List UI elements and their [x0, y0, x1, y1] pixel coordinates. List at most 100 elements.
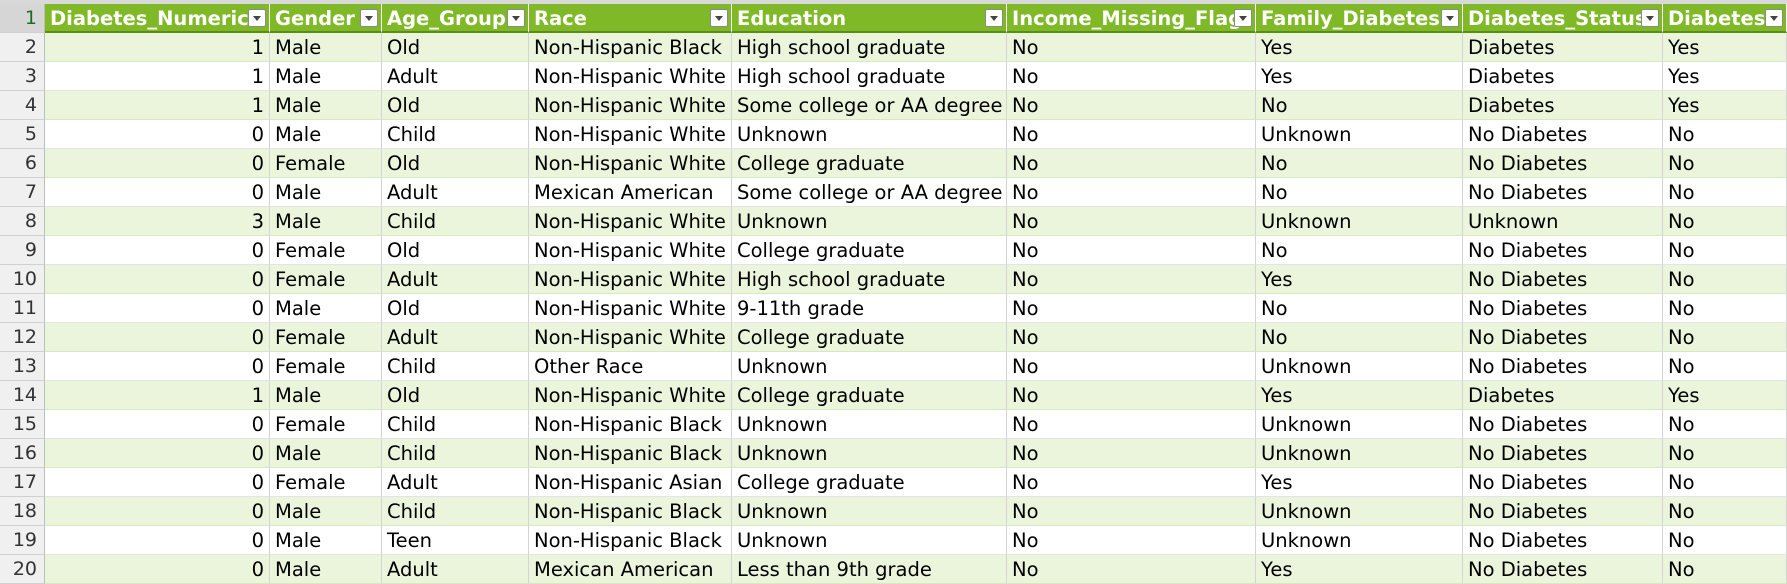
cell-diabetes-numeric[interactable]: 0 [45, 236, 270, 265]
cell-diabetes-numeric[interactable]: 1 [45, 381, 270, 410]
cell-income-missing-flag[interactable]: No [1007, 352, 1256, 381]
cell-gender[interactable]: Male [270, 178, 382, 207]
cell-diabetes-status[interactable]: No Diabetes [1463, 555, 1663, 584]
row-number[interactable]: 18 [0, 497, 45, 526]
column-header-diabetes-status[interactable]: Diabetes_Status [1463, 4, 1663, 33]
cell-family-diabetes[interactable]: No [1256, 178, 1463, 207]
cell-diabetes[interactable]: No [1663, 236, 1787, 265]
cell-race[interactable]: Non-Hispanic White [529, 91, 732, 120]
cell-age-group[interactable]: Child [382, 120, 529, 149]
cell-education[interactable]: Some college or AA degree [732, 91, 1007, 120]
cell-age-group[interactable]: Teen [382, 526, 529, 555]
cell-education[interactable]: Unknown [732, 207, 1007, 236]
cell-family-diabetes[interactable]: Unknown [1256, 439, 1463, 468]
cell-family-diabetes[interactable]: Yes [1256, 33, 1463, 62]
cell-education[interactable]: College graduate [732, 149, 1007, 178]
filter-dropdown-icon[interactable] [1441, 9, 1459, 27]
filter-dropdown-icon[interactable] [985, 9, 1003, 27]
cell-age-group[interactable]: Child [382, 352, 529, 381]
cell-diabetes-status[interactable]: No Diabetes [1463, 352, 1663, 381]
filter-dropdown-icon[interactable] [507, 9, 525, 27]
cell-family-diabetes[interactable]: Yes [1256, 265, 1463, 294]
cell-diabetes[interactable]: Yes [1663, 381, 1787, 410]
cell-race[interactable]: Non-Hispanic White [529, 207, 732, 236]
cell-race[interactable]: Non-Hispanic Black [529, 497, 732, 526]
cell-age-group[interactable]: Adult [382, 468, 529, 497]
cell-income-missing-flag[interactable]: No [1007, 439, 1256, 468]
cell-education[interactable]: College graduate [732, 236, 1007, 265]
cell-race[interactable]: Non-Hispanic Black [529, 410, 732, 439]
cell-diabetes-status[interactable]: No Diabetes [1463, 236, 1663, 265]
cell-gender[interactable]: Male [270, 439, 382, 468]
cell-race[interactable]: Non-Hispanic Asian [529, 468, 732, 497]
cell-race[interactable]: Mexican American [529, 555, 732, 584]
cell-income-missing-flag[interactable]: No [1007, 497, 1256, 526]
row-number[interactable]: 17 [0, 468, 45, 497]
filter-dropdown-icon[interactable] [710, 9, 728, 27]
cell-diabetes[interactable]: No [1663, 526, 1787, 555]
cell-education[interactable]: 9-11th grade [732, 294, 1007, 323]
row-number[interactable]: 13 [0, 352, 45, 381]
cell-age-group[interactable]: Old [382, 381, 529, 410]
cell-diabetes[interactable]: No [1663, 149, 1787, 178]
row-number[interactable]: 20 [0, 555, 45, 584]
column-header-income-missing-flag[interactable]: Income_Missing_Flag [1007, 4, 1256, 33]
cell-education[interactable]: College graduate [732, 323, 1007, 352]
cell-race[interactable]: Non-Hispanic White [529, 323, 732, 352]
cell-education[interactable]: Unknown [732, 120, 1007, 149]
filter-dropdown-icon[interactable] [1765, 9, 1783, 27]
cell-diabetes-status[interactable]: No Diabetes [1463, 178, 1663, 207]
cell-diabetes-status[interactable]: No Diabetes [1463, 265, 1663, 294]
cell-race[interactable]: Non-Hispanic White [529, 62, 732, 91]
cell-income-missing-flag[interactable]: No [1007, 91, 1256, 120]
row-number[interactable]: 4 [0, 91, 45, 120]
cell-diabetes[interactable]: No [1663, 207, 1787, 236]
cell-education[interactable]: Unknown [732, 410, 1007, 439]
cell-diabetes-status[interactable]: No Diabetes [1463, 410, 1663, 439]
row-number[interactable]: 15 [0, 410, 45, 439]
cell-diabetes-numeric[interactable]: 0 [45, 294, 270, 323]
cell-education[interactable]: Some college or AA degree [732, 178, 1007, 207]
cell-education[interactable]: College graduate [732, 468, 1007, 497]
cell-diabetes[interactable]: No [1663, 265, 1787, 294]
cell-age-group[interactable]: Child [382, 439, 529, 468]
cell-diabetes-status[interactable]: No Diabetes [1463, 323, 1663, 352]
cell-family-diabetes[interactable]: Unknown [1256, 207, 1463, 236]
cell-education[interactable]: High school graduate [732, 62, 1007, 91]
filter-dropdown-icon[interactable] [1234, 9, 1252, 27]
cell-gender[interactable]: Male [270, 555, 382, 584]
cell-race[interactable]: Non-Hispanic White [529, 294, 732, 323]
cell-family-diabetes[interactable]: No [1256, 236, 1463, 265]
cell-gender[interactable]: Male [270, 33, 382, 62]
column-header-diabetes[interactable]: Diabetes [1663, 4, 1787, 33]
cell-age-group[interactable]: Old [382, 91, 529, 120]
cell-gender[interactable]: Male [270, 526, 382, 555]
cell-diabetes[interactable]: No [1663, 323, 1787, 352]
cell-diabetes-status[interactable]: No Diabetes [1463, 439, 1663, 468]
cell-diabetes[interactable]: No [1663, 120, 1787, 149]
cell-family-diabetes[interactable]: No [1256, 323, 1463, 352]
cell-age-group[interactable]: Child [382, 207, 529, 236]
cell-age-group[interactable]: Adult [382, 323, 529, 352]
cell-diabetes-status[interactable]: Diabetes [1463, 33, 1663, 62]
row-number[interactable]: 16 [0, 439, 45, 468]
filter-dropdown-icon[interactable] [1641, 9, 1659, 27]
cell-income-missing-flag[interactable]: No [1007, 207, 1256, 236]
row-number[interactable]: 5 [0, 120, 45, 149]
cell-diabetes-status[interactable]: No Diabetes [1463, 526, 1663, 555]
cell-diabetes-numeric[interactable]: 0 [45, 323, 270, 352]
cell-diabetes[interactable]: Yes [1663, 62, 1787, 91]
cell-diabetes[interactable]: No [1663, 555, 1787, 584]
column-header-gender[interactable]: Gender [270, 4, 382, 33]
cell-race[interactable]: Non-Hispanic White [529, 149, 732, 178]
cell-diabetes[interactable]: No [1663, 468, 1787, 497]
cell-diabetes-status[interactable]: No Diabetes [1463, 294, 1663, 323]
cell-income-missing-flag[interactable]: No [1007, 236, 1256, 265]
row-number[interactable]: 2 [0, 33, 45, 62]
cell-gender[interactable]: Male [270, 120, 382, 149]
cell-gender[interactable]: Female [270, 323, 382, 352]
cell-income-missing-flag[interactable]: No [1007, 381, 1256, 410]
cell-race[interactable]: Other Race [529, 352, 732, 381]
row-number[interactable]: 19 [0, 526, 45, 555]
cell-education[interactable]: Unknown [732, 497, 1007, 526]
